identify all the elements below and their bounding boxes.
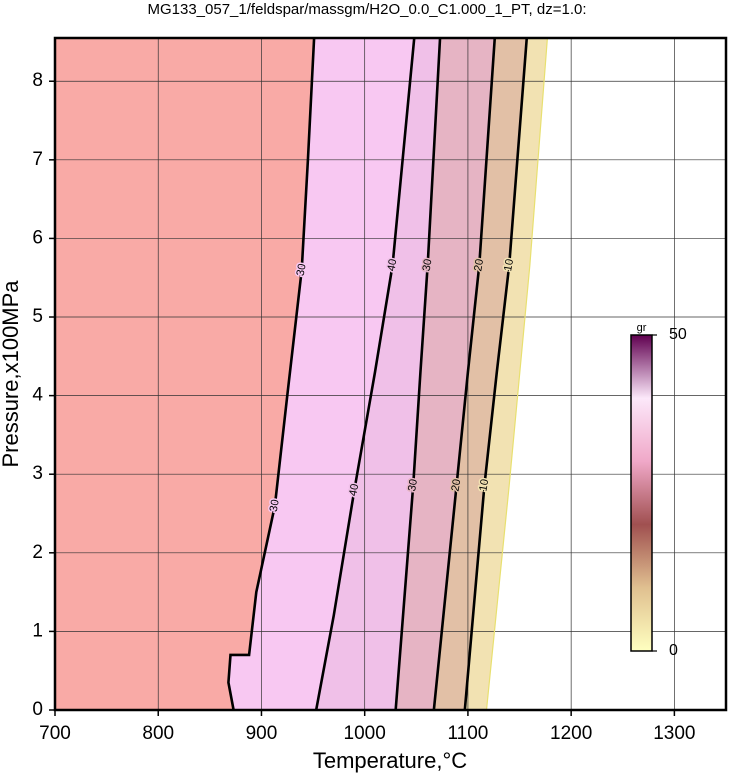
plot-area: 30 30 40 40 30 30 20 20 10 10: [55, 38, 726, 710]
overlay: 700 800 900 1000 1100 1200 1300 0 1 2 3 4 5 6 7 8 gr 0 50: [32, 36, 728, 744]
x-tick-label: 900: [246, 723, 278, 744]
y-tick-label: 0: [32, 699, 43, 720]
contour-label: 10: [477, 478, 491, 492]
colorbar-tick-label: 0: [669, 642, 678, 659]
contour-label: 30: [421, 258, 435, 272]
contour-line: [463, 38, 529, 710]
y-tick-label: 1: [32, 620, 43, 641]
x-tick-label: 1000: [344, 723, 386, 744]
x-tick-label: 1100: [447, 723, 488, 744]
contour-label: 40: [347, 483, 361, 497]
contour-line: [485, 38, 549, 710]
y-tick-label: 2: [32, 542, 43, 563]
contour-label: 40: [385, 258, 399, 272]
contour-label: 10: [502, 258, 516, 272]
contour-fill: [486, 38, 726, 710]
x-tick-label: 1200: [550, 723, 592, 744]
y-tick-label: 5: [32, 306, 43, 327]
y-tick-label: 4: [32, 385, 43, 406]
x-axis-label: Temperature,°C: [313, 748, 467, 773]
contour-label: 20: [450, 478, 464, 492]
plot-frame: [53, 36, 728, 712]
y-tick-label: 6: [32, 227, 43, 248]
colorbar-tick-label: 50: [669, 326, 687, 343]
x-tick-label: 1300: [653, 723, 695, 744]
x-tick-label: 700: [39, 723, 71, 744]
contour-label: 30: [406, 478, 420, 492]
y-axis-label: Pressure,x100MPa: [0, 280, 23, 468]
colorbar-label: gr: [637, 322, 647, 334]
y-tick-label: 3: [32, 463, 43, 484]
contour-line: [227, 38, 316, 710]
contour-line: [394, 38, 442, 710]
contour-label: 30: [295, 263, 309, 277]
y-tick-label: 8: [32, 70, 43, 91]
x-tick-label: 800: [142, 723, 174, 744]
contour-line: [314, 38, 416, 710]
contour-line: [432, 38, 497, 710]
chart-title: MG133_057_1/feldspar/massgm/H2O_0.0_C1.0…: [147, 1, 586, 18]
contour-label: 30: [268, 499, 282, 513]
y-tick-label: 7: [32, 149, 43, 170]
colorbar: [630, 334, 653, 652]
contour-label: 20: [472, 258, 486, 272]
